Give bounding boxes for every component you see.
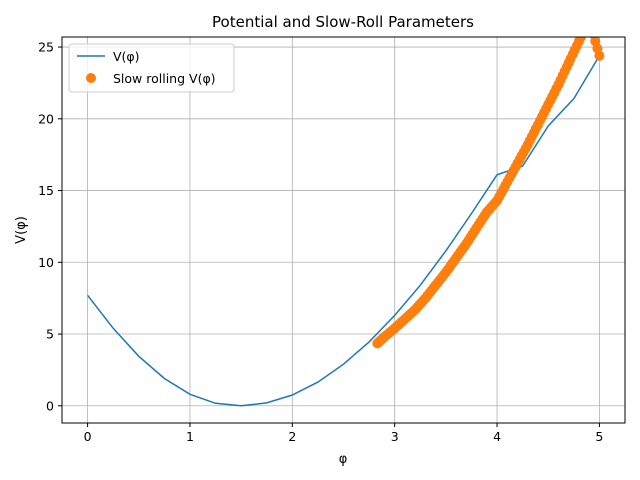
y-tick-label: 25 (38, 40, 54, 55)
x-axis-label: φ (339, 452, 348, 467)
slow-roll-point (594, 50, 605, 61)
x-tick-label: 2 (288, 429, 296, 444)
legend-label-potential: V(φ) (113, 49, 140, 64)
slow-roll-point (586, 22, 596, 32)
slow-roll-point (584, 15, 594, 25)
legend: V(φ) Slow rolling V(φ) (68, 43, 235, 93)
y-tick-label: 0 (46, 398, 54, 413)
x-tick-label: 4 (493, 429, 501, 444)
slow-roll-point (576, 37, 586, 42)
y-tick-label: 5 (46, 327, 54, 342)
x-tick-label: 3 (391, 429, 399, 444)
y-axis-label: V(φ) (14, 216, 29, 244)
plot-frame (61, 36, 626, 424)
legend-box (68, 43, 235, 93)
y-tick-label: 20 (38, 111, 54, 126)
x-tick-label: 5 (595, 429, 603, 444)
legend-label-slow-roll: Slow rolling V(φ) (113, 71, 216, 86)
slow-roll-point (580, 37, 586, 38)
x-axis: 0 1 2 3 4 5 (84, 423, 603, 444)
x-tick-label: 0 (84, 429, 92, 444)
legend-marker-swatch (86, 73, 96, 83)
slow-roll-point (582, 19, 592, 29)
y-tick-label: 10 (38, 255, 54, 270)
series-line-potential (87, 55, 601, 407)
y-axis: 0 5 10 15 20 25 (38, 40, 62, 413)
chart-title: Potential and Slow-Roll Parameters (212, 13, 474, 31)
x-tick-label: 1 (186, 429, 194, 444)
slow-roll-point (580, 23, 590, 33)
y-tick-label: 15 (38, 183, 54, 198)
plot-area (87, 15, 605, 407)
